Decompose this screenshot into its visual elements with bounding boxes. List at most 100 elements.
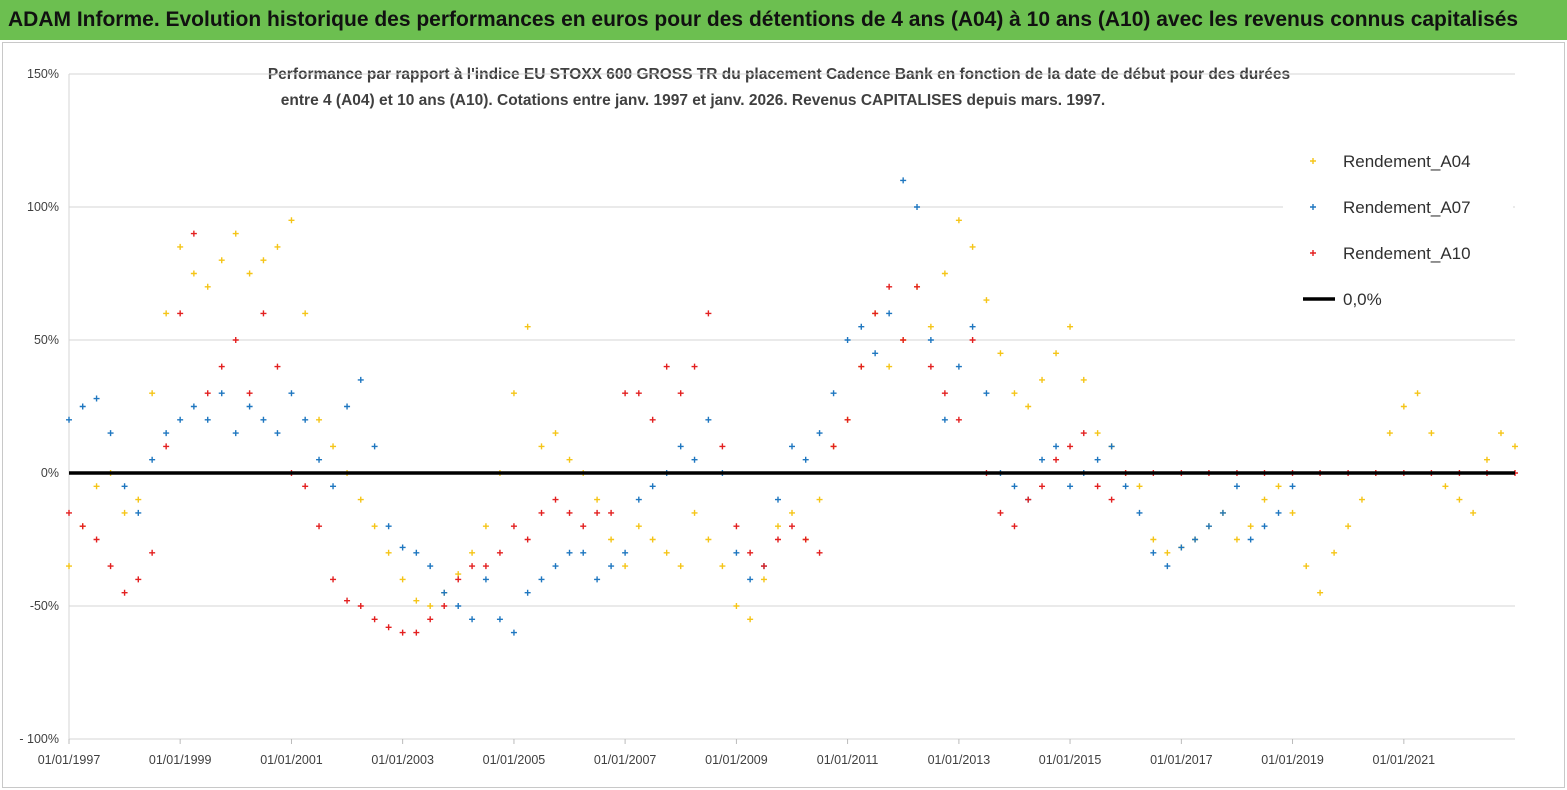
data-point-Rendement_A04-51 <box>774 523 781 530</box>
data-point-Rendement_A07-14 <box>260 416 267 423</box>
data-point-Rendement_A10-49 <box>747 549 754 556</box>
data-point-Rendement_A07-38 <box>594 576 601 583</box>
data-point-Rendement_A10-37 <box>580 523 587 530</box>
data-point-Rendement_A04-85 <box>1247 523 1254 530</box>
data-point-Rendement_A04-43 <box>663 549 670 556</box>
data-point-Rendement_A04-5 <box>135 496 142 503</box>
data-point-Rendement_A07-3 <box>107 430 114 437</box>
data-point-Rendement_A07-42 <box>649 483 656 490</box>
data-point-Rendement_A07-20 <box>344 403 351 410</box>
data-point-Rendement_A07-81 <box>1192 536 1199 543</box>
data-point-Rendement_A07-72 <box>1067 483 1074 490</box>
y-tick-label: - 100% <box>19 732 59 746</box>
data-point-Rendement_A10-34 <box>538 509 545 516</box>
data-point-Rendement_A07-26 <box>427 563 434 570</box>
data-point-Rendement_A04-49 <box>747 616 754 623</box>
legend-label-zero-line: 0,0% <box>1343 290 1382 309</box>
data-point-Rendement_A10-40 <box>622 390 629 397</box>
data-point-Rendement_A04-19 <box>330 443 337 450</box>
data-point-Rendement_A10-43 <box>663 363 670 370</box>
data-point-Rendement_A04-28 <box>455 571 462 578</box>
data-point-Rendement_A04-26 <box>427 603 434 609</box>
data-point-Rendement_A04-24 <box>399 576 406 583</box>
data-point-Rendement_A04-74 <box>1094 430 1101 437</box>
data-point-Rendement_A04-65 <box>969 243 976 250</box>
data-point-Rendement_A04-44 <box>677 563 684 570</box>
data-point-Rendement_A07-83 <box>1219 509 1226 516</box>
data-point-Rendement_A07-28 <box>455 603 462 609</box>
data-point-Rendement_A07-87 <box>1275 509 1282 516</box>
data-point-Rendement_A04-84 <box>1233 536 1240 543</box>
data-point-Rendement_A07-23 <box>385 523 392 530</box>
data-point-Rendement_A10-41 <box>635 390 642 397</box>
data-point-Rendement_A07-10 <box>204 416 211 423</box>
data-point-Rendement_A04-17 <box>302 310 309 317</box>
data-point-Rendement_A10-58 <box>872 310 879 317</box>
data-point-Rendement_A10-63 <box>941 390 948 397</box>
data-point-Rendement_A10-6 <box>149 549 156 556</box>
data-point-Rendement_A07-86 <box>1261 523 1268 530</box>
data-point-Rendement_A10-9 <box>190 230 197 237</box>
data-point-Rendement_A07-71 <box>1053 443 1060 450</box>
data-point-Rendement_A10-2 <box>93 536 100 543</box>
data-point-Rendement_A07-34 <box>538 576 545 583</box>
data-point-Rendement_A04-16 <box>288 217 295 224</box>
data-point-Rendement_A07-49 <box>747 576 754 583</box>
data-point-Rendement_A04-62 <box>927 323 934 330</box>
data-point-Rendement_A10-18 <box>316 523 323 530</box>
data-point-Rendement_A04-67 <box>997 350 1004 357</box>
data-point-Rendement_A04-25 <box>413 597 420 604</box>
data-point-Rendement_A07-5 <box>135 509 142 516</box>
data-point-Rendement_A10-53 <box>802 536 809 543</box>
x-tick-label: 01/01/2007 <box>594 753 657 767</box>
data-point-Rendement_A07-15 <box>274 430 281 437</box>
y-tick-label: 50% <box>34 333 59 347</box>
data-point-Rendement_A04-78 <box>1150 536 1157 543</box>
data-point-Rendement_A07-66 <box>983 390 990 397</box>
x-tick-label: 01/01/2017 <box>1150 753 1213 767</box>
data-point-Rendement_A10-57 <box>858 363 865 370</box>
data-point-Rendement_A10-72 <box>1067 443 1074 450</box>
data-point-Rendement_A07-25 <box>413 549 420 556</box>
legend-label-Rendement_A10: Rendement_A10 <box>1343 244 1471 263</box>
chart-frame: Performance par rapport à l'indice EU ST… <box>2 42 1565 788</box>
performance-scatter-chart: Performance par rapport à l'indice EU ST… <box>3 43 1564 787</box>
data-point-Rendement_A07-29 <box>469 616 476 623</box>
data-point-Rendement_A04-86 <box>1261 496 1268 503</box>
y-tick-label: -50% <box>30 599 59 613</box>
data-point-Rendement_A07-32 <box>510 629 517 636</box>
data-point-Rendement_A10-25 <box>413 629 420 636</box>
data-point-Rendement_A10-52 <box>789 523 795 530</box>
data-point-Rendement_A10-67 <box>997 509 1004 516</box>
x-tick-label: 01/01/1999 <box>149 753 212 767</box>
data-point-Rendement_A10-1 <box>79 523 86 530</box>
data-point-Rendement_A10-10 <box>204 390 211 397</box>
data-points <box>66 177 1518 636</box>
data-point-Rendement_A10-22 <box>371 616 378 623</box>
data-point-Rendement_A10-44 <box>677 390 684 397</box>
data-point-Rendement_A10-71 <box>1053 456 1060 463</box>
data-point-Rendement_A10-64 <box>955 416 962 423</box>
data-point-Rendement_A04-4 <box>121 509 128 516</box>
data-point-Rendement_A07-37 <box>580 549 587 556</box>
data-point-Rendement_A07-2 <box>93 395 100 402</box>
data-point-Rendement_A10-11 <box>218 363 225 370</box>
legend: Rendement_A04 Rendement_A07 Rendement_A10 0… <box>1283 135 1513 321</box>
data-point-Rendement_A04-41 <box>635 523 642 530</box>
data-point-Rendement_A04-12 <box>232 230 239 237</box>
data-point-Rendement_A07-17 <box>302 416 309 423</box>
legend-marker-Rendement_A04 <box>1310 158 1316 164</box>
data-point-Rendement_A10-50 <box>760 563 767 570</box>
data-point-Rendement_A07-11 <box>218 390 225 397</box>
data-point-Rendement_A04-7 <box>163 310 170 317</box>
data-point-Rendement_A04-40 <box>622 563 629 570</box>
data-point-Rendement_A04-50 <box>760 576 767 583</box>
data-point-Rendement_A07-0 <box>66 416 72 423</box>
y-tick-label: 100% <box>27 200 59 214</box>
data-point-Rendement_A04-52 <box>789 509 795 516</box>
data-point-Rendement_A04-8 <box>177 243 184 250</box>
data-point-Rendement_A07-53 <box>802 456 809 463</box>
data-point-Rendement_A07-13 <box>246 403 253 410</box>
data-point-Rendement_A04-22 <box>371 523 378 530</box>
data-point-Rendement_A04-70 <box>1039 376 1046 383</box>
